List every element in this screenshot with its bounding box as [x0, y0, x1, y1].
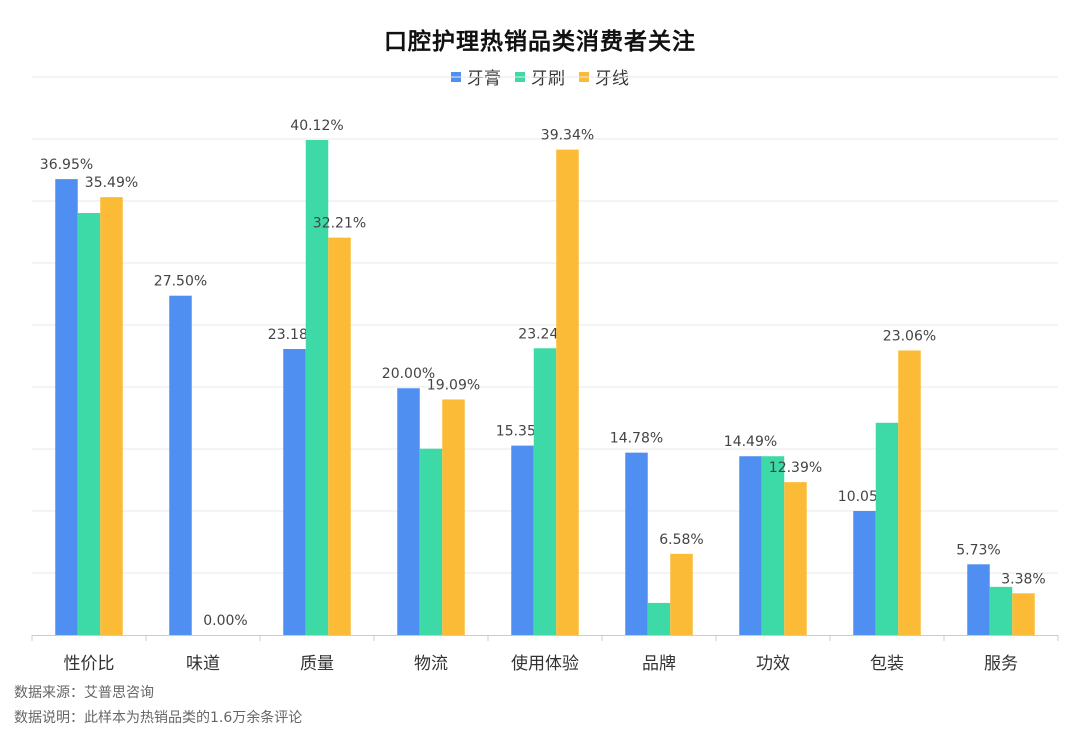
bar-floss	[784, 482, 807, 635]
bar-floss	[100, 197, 123, 635]
bar-toothpaste	[625, 452, 648, 635]
chart-title: 口腔护理热销品类消费者关注	[384, 29, 696, 55]
bar-floss	[556, 149, 579, 635]
x-tick-label: 服务	[984, 654, 1018, 674]
data-label: 36.95%	[40, 157, 93, 173]
data-label: 20.00%	[382, 366, 435, 382]
data-label: 40.12%	[290, 118, 343, 134]
bar-toothbrush	[647, 602, 671, 635]
bar-floss	[670, 553, 693, 635]
bar-floss	[898, 350, 921, 635]
data-label: 35.49%	[85, 175, 138, 191]
legend-label: 牙刷	[531, 69, 565, 89]
x-tick-label: 品牌	[642, 654, 676, 674]
data-label: 14.78%	[610, 431, 663, 447]
bar-toothpaste	[283, 349, 306, 635]
data-note: 数据说明：此样本为热销品类的1.6万余条评论	[14, 710, 303, 726]
bar-toothpaste	[169, 295, 192, 635]
x-tick-label: 使用体验	[511, 653, 579, 674]
x-tick-label: 包装	[870, 654, 904, 674]
data-label: 3.38%	[1001, 571, 1045, 587]
bar-toothpaste	[397, 388, 420, 635]
bar-toothbrush	[875, 422, 899, 635]
x-tick-label: 物流	[414, 654, 448, 674]
data-label: 39.34%	[541, 128, 594, 144]
bar-floss	[1012, 593, 1035, 635]
bar-toothpaste	[511, 445, 534, 635]
x-tick-label: 味道	[186, 654, 220, 674]
bar-toothbrush	[419, 448, 443, 635]
bar-toothpaste	[739, 456, 762, 635]
data-label: 6.58%	[659, 532, 703, 548]
data-label: 23.06%	[883, 328, 936, 344]
legend-label: 牙膏	[467, 69, 501, 89]
data-label: 14.49%	[724, 434, 777, 450]
data-label: 12.39%	[769, 460, 822, 476]
legend-label: 牙线	[595, 69, 629, 89]
bar-toothbrush	[761, 456, 785, 635]
bar-floss	[442, 399, 465, 635]
data-label: 5.73%	[956, 542, 1000, 558]
bar-toothbrush	[533, 348, 557, 635]
source-note: 数据来源：艾普思咨询	[14, 685, 154, 701]
x-tick-label: 功效	[756, 654, 790, 674]
bar-toothbrush	[989, 586, 1013, 635]
x-tick-label: 性价比	[64, 654, 115, 674]
bar-toothbrush	[77, 213, 101, 635]
data-label: 19.09%	[427, 377, 480, 393]
data-label: 32.21%	[313, 216, 366, 232]
bar-toothpaste	[55, 179, 78, 635]
bar-toothpaste	[967, 564, 990, 635]
data-label: 0.00%	[203, 613, 247, 629]
bar-toothpaste	[853, 511, 876, 635]
data-label: 27.50%	[154, 274, 207, 290]
bar-floss	[328, 237, 351, 635]
bar-toothbrush	[305, 140, 329, 635]
x-tick-label: 质量	[300, 654, 334, 674]
